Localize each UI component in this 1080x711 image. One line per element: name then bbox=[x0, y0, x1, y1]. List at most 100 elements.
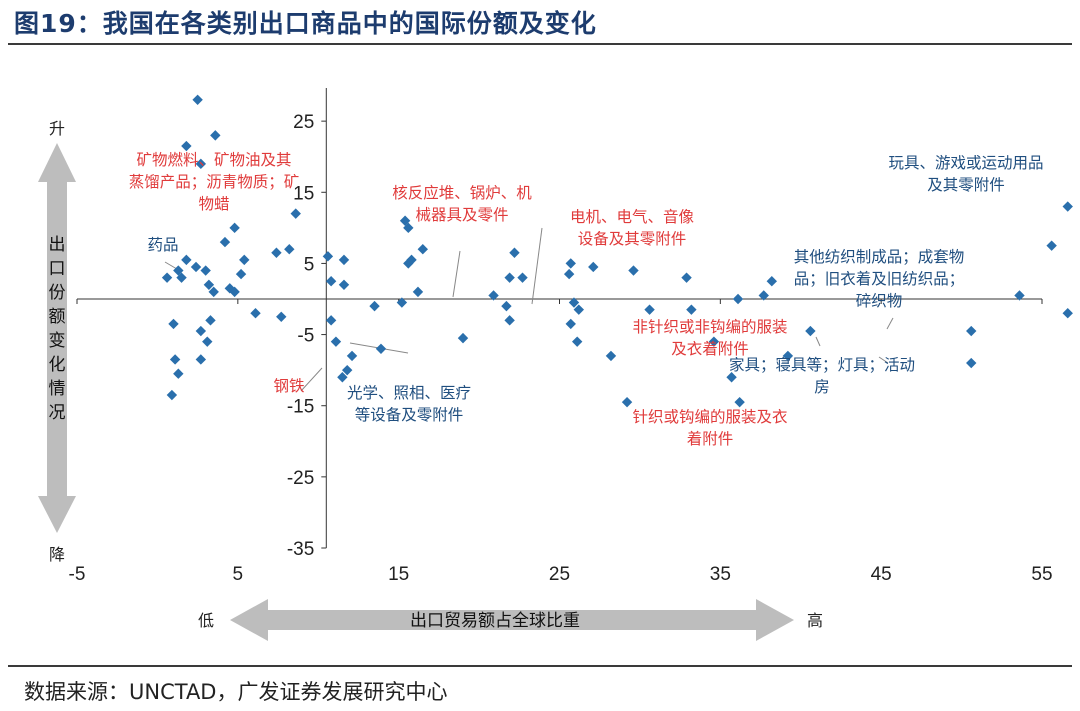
data-point bbox=[1062, 201, 1073, 212]
leader-line bbox=[300, 367, 323, 392]
leader-line bbox=[531, 227, 543, 305]
data-point bbox=[235, 268, 247, 280]
annotation-label: 及衣着附件 bbox=[671, 340, 749, 358]
data-point bbox=[1062, 308, 1073, 319]
annotation-label: 房 bbox=[814, 378, 830, 396]
data-point bbox=[396, 297, 408, 308]
data-point bbox=[644, 304, 655, 315]
title-divider bbox=[8, 43, 1072, 45]
leader-line bbox=[886, 317, 894, 330]
y-axis-title-char: 份 bbox=[49, 283, 66, 303]
x-axis-high-label: 高 bbox=[807, 611, 823, 630]
annotation-label: 钢铁 bbox=[273, 377, 304, 395]
data-point bbox=[250, 308, 261, 319]
annotation-label: 碎织物 bbox=[856, 292, 903, 310]
data-point bbox=[338, 254, 350, 266]
y-axis-title-char: 额 bbox=[49, 307, 66, 327]
data-point bbox=[758, 290, 769, 301]
annotation-label: 设备及其零附件 bbox=[578, 230, 687, 248]
annotation-label: 电机、电气、音像 bbox=[570, 208, 695, 226]
data-point bbox=[195, 325, 207, 337]
data-point bbox=[1046, 240, 1057, 251]
y-axis-title-char: 况 bbox=[49, 403, 66, 423]
chart-axes: 25 15 5 -5 -15 -25 -35 -5 5 15 25 35 45 55 bbox=[69, 88, 1053, 585]
y-tick-label: 15 bbox=[293, 183, 314, 204]
y-axis-down-label: 降 bbox=[49, 545, 65, 564]
data-point bbox=[346, 350, 358, 362]
data-point bbox=[417, 244, 428, 255]
data-point bbox=[732, 293, 744, 305]
annotation-label: 物蜡 bbox=[198, 195, 229, 213]
data-point bbox=[166, 389, 178, 401]
annotation-label: 着附件 bbox=[687, 430, 734, 448]
data-point bbox=[342, 364, 353, 376]
annotation-label: 其他纺织制成品；成套物 bbox=[794, 248, 965, 266]
annotation-label: 针织或钩编的服装及衣 bbox=[632, 408, 787, 426]
data-point bbox=[686, 304, 697, 315]
y-tick-label: -5 bbox=[297, 326, 314, 347]
data-point bbox=[708, 336, 720, 347]
leader-line bbox=[452, 250, 461, 298]
y-tick-label: -35 bbox=[287, 539, 314, 560]
y-tick-label: 5 bbox=[304, 254, 315, 275]
leader-line bbox=[878, 356, 889, 364]
data-point bbox=[210, 130, 221, 141]
data-point bbox=[337, 372, 348, 383]
data-point bbox=[276, 311, 287, 322]
annotation-label: 光学、照相、医疗 bbox=[347, 384, 471, 402]
chart-title: 图19：我国在各类别出口商品中的国际份额及变化 bbox=[14, 9, 597, 38]
data-point bbox=[565, 318, 576, 330]
data-point bbox=[966, 325, 977, 337]
data-point bbox=[208, 286, 219, 298]
y-axis-title-char: 化 bbox=[49, 355, 66, 375]
data-point bbox=[169, 354, 181, 365]
y-axis-title-char: 出 bbox=[49, 235, 66, 255]
y-axis-title-char: 变 bbox=[49, 331, 66, 351]
vertical-double-arrow bbox=[38, 143, 76, 533]
y-tick-label: -15 bbox=[287, 397, 314, 418]
annotation-label: 蒸馏产品；沥青物质；矿 bbox=[129, 173, 300, 191]
data-point bbox=[517, 272, 528, 283]
data-point bbox=[239, 254, 250, 266]
data-point bbox=[290, 208, 301, 219]
data-point bbox=[504, 315, 515, 326]
data-point bbox=[229, 222, 240, 234]
data-point bbox=[229, 286, 240, 298]
x-tick-label: 35 bbox=[710, 564, 731, 585]
data-point bbox=[573, 304, 584, 315]
x-axis-low-label: 低 bbox=[198, 611, 214, 630]
annotation-label: 械器具及零件 bbox=[415, 206, 508, 224]
x-tick-label: 25 bbox=[549, 564, 570, 585]
data-point bbox=[509, 247, 520, 258]
data-point bbox=[284, 244, 295, 255]
data-point bbox=[322, 251, 334, 262]
x-tick-label: 45 bbox=[871, 564, 892, 585]
data-point bbox=[161, 272, 173, 283]
annotation-label: 及其零附件 bbox=[927, 176, 1005, 194]
y-axis-up-label: 升 bbox=[49, 119, 65, 138]
data-point bbox=[681, 272, 692, 283]
data-point bbox=[628, 265, 639, 276]
data-point bbox=[563, 268, 575, 280]
data-point bbox=[192, 94, 203, 105]
data-point bbox=[168, 318, 179, 330]
data-point bbox=[571, 336, 583, 347]
y-axis-title-char: 情 bbox=[49, 379, 66, 399]
data-point bbox=[330, 336, 342, 347]
data-point bbox=[605, 350, 617, 362]
data-point bbox=[966, 357, 977, 369]
footer-divider bbox=[8, 665, 1072, 667]
data-point bbox=[568, 297, 580, 308]
annotation-label: 核反应堆、锅炉、机 bbox=[392, 183, 532, 202]
horizontal-double-arrow bbox=[230, 599, 794, 641]
data-point bbox=[766, 276, 777, 287]
data-point bbox=[375, 343, 387, 354]
data-point bbox=[202, 336, 213, 347]
data-point bbox=[457, 332, 469, 344]
data-point bbox=[504, 272, 515, 283]
data-point bbox=[1014, 290, 1025, 301]
leader-line bbox=[815, 336, 821, 347]
y-axis-title-char: 口 bbox=[49, 259, 66, 279]
